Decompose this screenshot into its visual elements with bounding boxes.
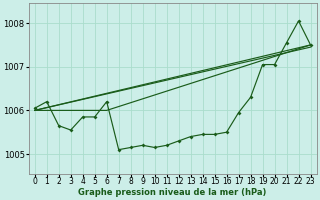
X-axis label: Graphe pression niveau de la mer (hPa): Graphe pression niveau de la mer (hPa)	[78, 188, 267, 197]
